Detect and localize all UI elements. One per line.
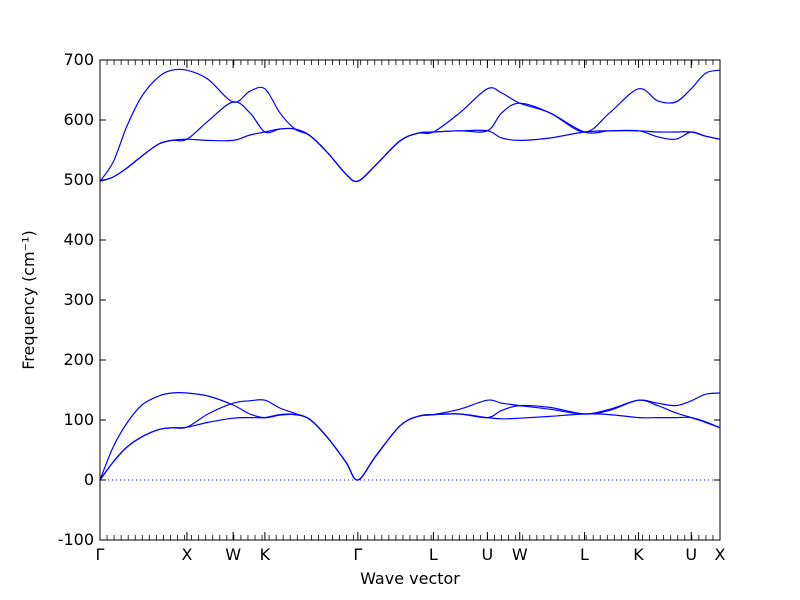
x-tick-label: U — [685, 545, 697, 564]
x-tick-label: W — [512, 545, 528, 564]
series-line-to1 — [99, 127, 721, 183]
y-tick-label: 300 — [63, 290, 94, 309]
x-tick-label: W — [225, 545, 241, 564]
x-tick-label: X — [715, 545, 726, 564]
series-line-la — [99, 392, 721, 481]
x-tick-label: K — [633, 545, 644, 564]
y-tick-label: 0 — [84, 470, 94, 489]
series-line-ta2 — [99, 399, 721, 481]
series-layer — [99, 68, 721, 481]
y-axis-label: Frequency (cm⁻¹) — [19, 230, 38, 369]
axes-frame — [99, 59, 721, 541]
ticks-layer — [99, 59, 721, 541]
series-line-to2 — [99, 101, 721, 183]
x-tick-label: U — [481, 545, 493, 564]
y-tick-label: 600 — [63, 110, 94, 129]
y-tick-label: -100 — [58, 530, 94, 549]
x-axis-label: Wave vector — [360, 569, 460, 588]
x-tick-label: Γ — [96, 545, 105, 564]
y-tick-label: 100 — [63, 410, 94, 429]
x-tick-label: X — [181, 545, 192, 564]
x-tick-label: L — [580, 545, 589, 564]
y-tick-label: 500 — [63, 170, 94, 189]
y-tick-labels: -100 0 100 200 300 400 500 600 700 — [58, 50, 94, 549]
y-tick-label: 200 — [63, 350, 94, 369]
x-tick-label: K — [260, 545, 271, 564]
x-tick-label: Γ — [353, 545, 362, 564]
y-tick-label: 400 — [63, 230, 94, 249]
series-line-lo — [99, 68, 721, 183]
x-tick-label: L — [429, 545, 438, 564]
y-tick-label: 700 — [63, 50, 94, 69]
